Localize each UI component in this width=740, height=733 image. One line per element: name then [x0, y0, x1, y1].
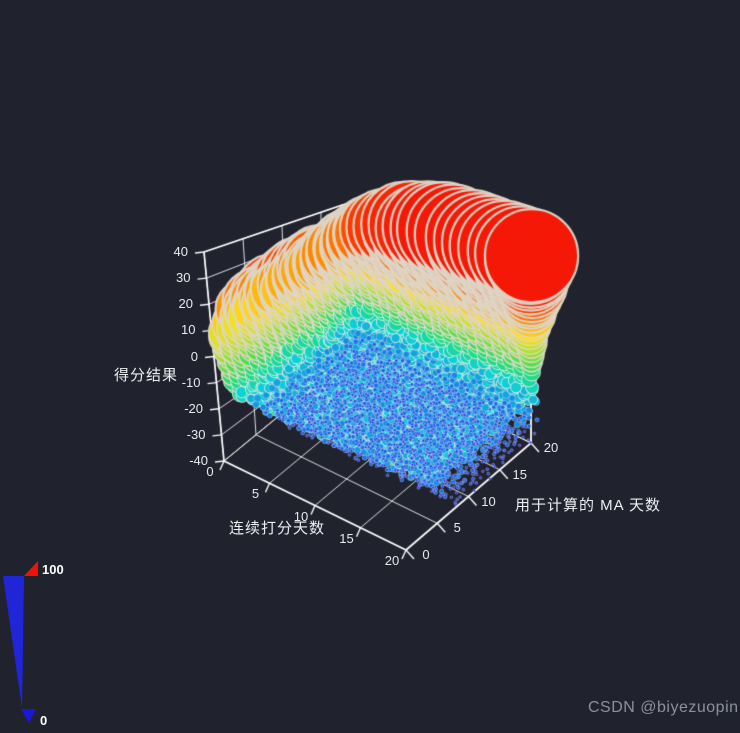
colorbar-max-handle-icon[interactable] [24, 561, 38, 576]
colorbar-wedge [3, 576, 24, 708]
colorbar [3, 561, 38, 723]
colorbar-min-handle-icon[interactable] [21, 709, 36, 723]
